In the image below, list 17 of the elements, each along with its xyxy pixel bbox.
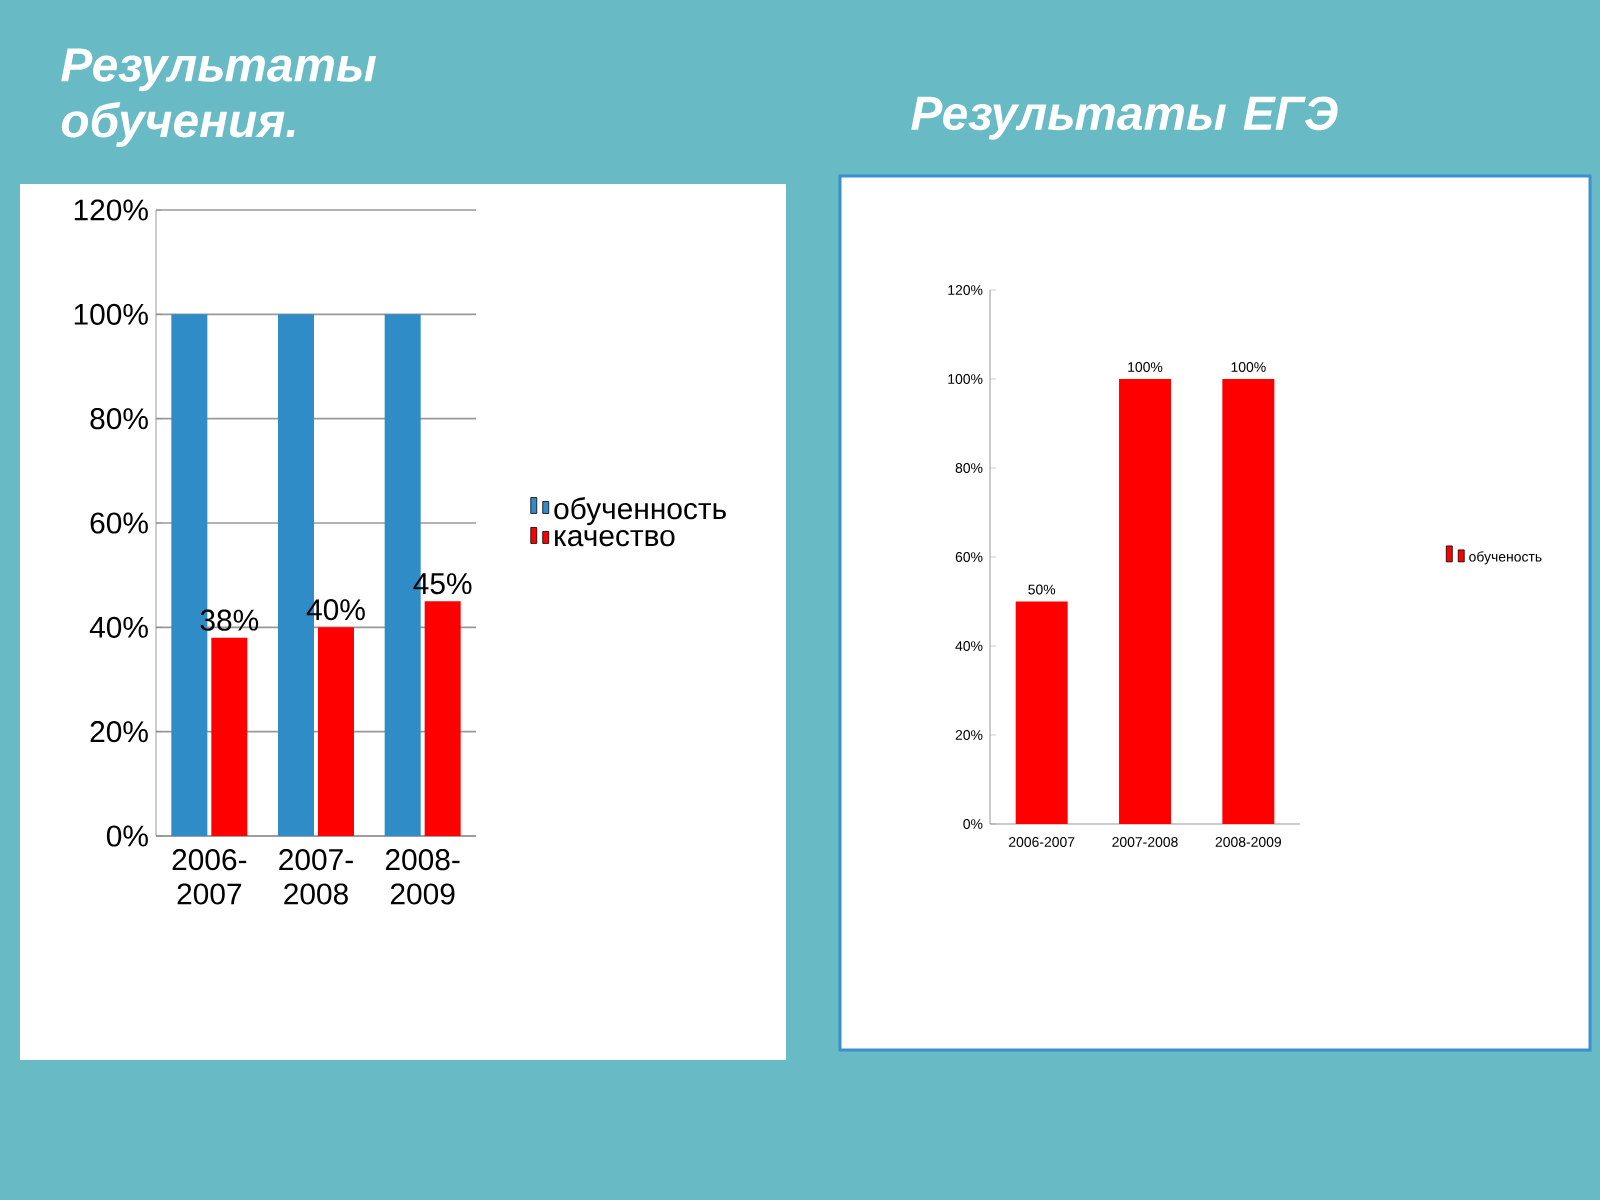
bar (317, 627, 354, 836)
x-tick-label: 2006-2007 (172, 849, 247, 905)
y-tick-label: 100% (74, 303, 148, 325)
y-tick-label: 60% (90, 512, 148, 534)
y-tick-label: 80% (90, 408, 148, 430)
y-tick-label: 40% (89, 616, 148, 638)
x-tick-label: 2008-2009 (385, 849, 460, 905)
y-tick-label: 120% (74, 199, 148, 221)
x-tick-label: 2007-2008 (279, 849, 353, 905)
legend-label: качество (555, 529, 675, 547)
legend-label: обученность (554, 497, 726, 526)
bar (424, 601, 461, 836)
y-tick-label: 0% (106, 825, 148, 847)
chart-title: Результаты ЕГЭ (911, 96, 1338, 140)
bar (211, 637, 248, 836)
y-tick-label: 20% (90, 721, 148, 743)
chart-title: Результаты обучения. (61, 48, 376, 148)
